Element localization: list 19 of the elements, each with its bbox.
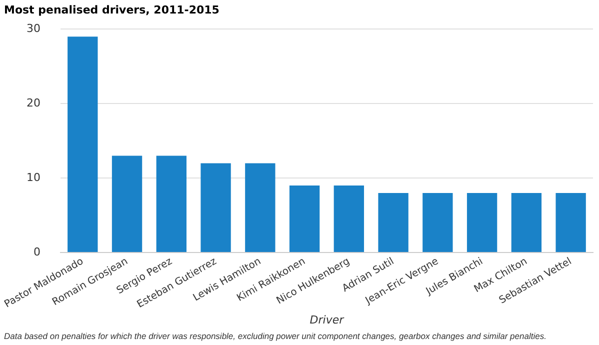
bar (245, 163, 276, 252)
bar (200, 163, 231, 252)
bar (156, 156, 186, 252)
bar (422, 192, 453, 252)
bar (511, 192, 542, 252)
y-tick-label: 0 (33, 245, 40, 258)
bar (556, 192, 586, 252)
text: Data based on penalties for which the driver was responsible, excluding power unit component changes, gearbox changes and similar penalties. (4, 331, 546, 342)
bar (378, 192, 408, 252)
y-tick-label: 20 (26, 96, 40, 110)
bar (466, 192, 498, 252)
bar (334, 186, 364, 252)
chart-title: Most penalised drivers, 2011-2015 (4, 3, 220, 16)
y-tick-label: 30 (26, 22, 40, 36)
x-axis-title: Driver (310, 313, 346, 326)
y-tick-label: 10 (26, 170, 40, 184)
bar (289, 186, 320, 252)
bar (68, 36, 98, 252)
bar (112, 156, 142, 252)
